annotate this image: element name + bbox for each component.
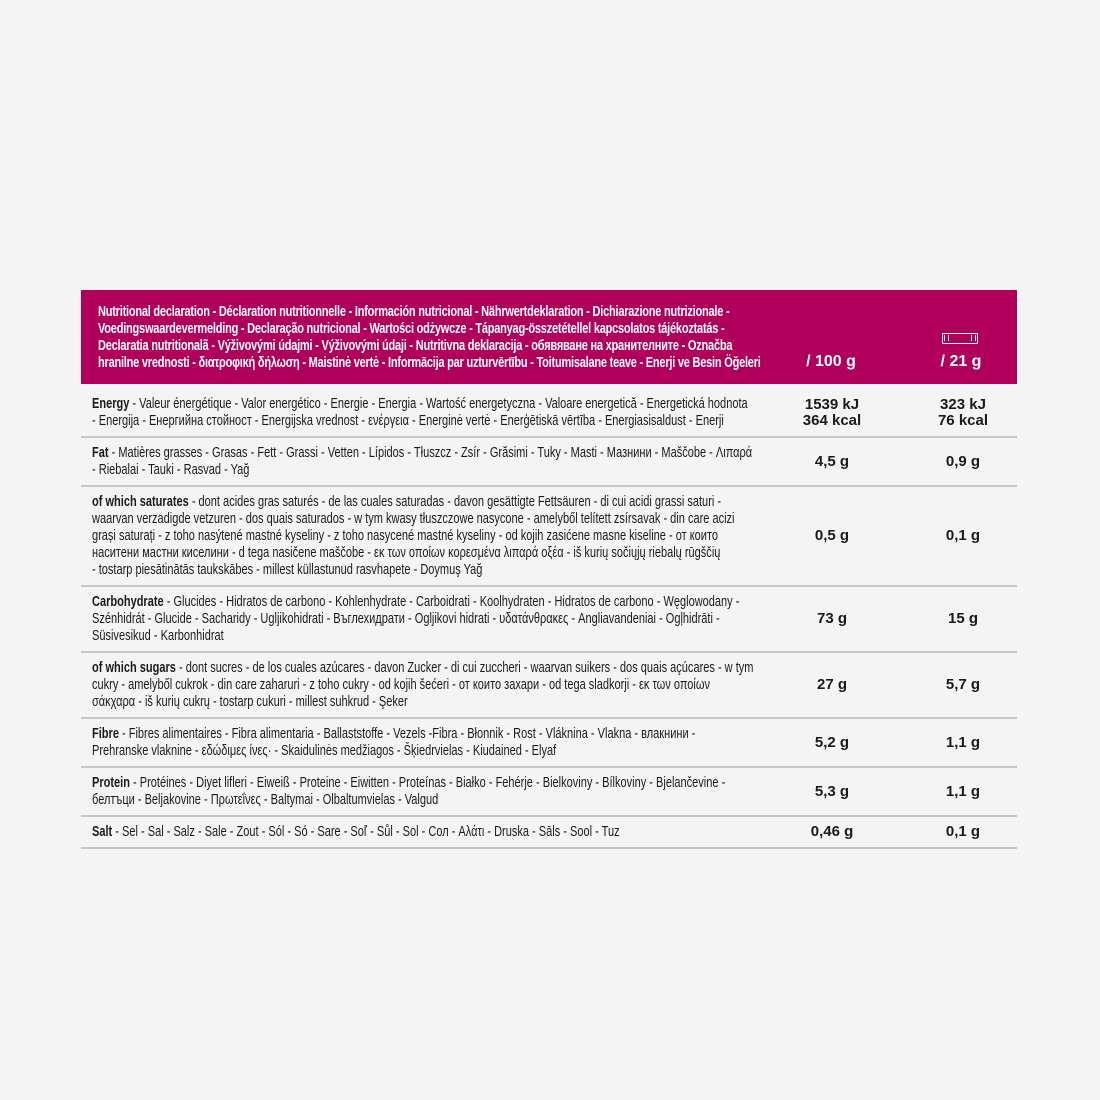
nutrient-translations: - dont sucres - de los cuales azúcares -… — [175, 660, 754, 676]
value-per-serving-line: 76 kcal — [937, 411, 989, 429]
table-row: of which sugars - dont sucres - de los c… — [81, 653, 1017, 719]
value-per-serving-line: 0,1 g — [945, 527, 981, 544]
row-label-line: - Energija - Енергийна стойност - Energi… — [92, 413, 724, 429]
value-per-serving: 0,9 g — [903, 452, 1023, 470]
header-title-line: Voedingswaardevermelding - Declaração nu… — [98, 321, 725, 337]
nutrient-name: Fibre — [92, 726, 119, 742]
nutrient-translations: - Glucides - Hidratos de carbono - Kohle… — [163, 594, 740, 610]
header-title-line: Nutritional declaration - Déclaration nu… — [98, 304, 730, 320]
table-row: Protein - Protéines - Diyet lifleri - Ei… — [81, 768, 1017, 817]
value-per-serving-line: 323 kJ — [940, 395, 986, 413]
value-per-serving-line: 15 g — [947, 610, 978, 627]
nutrient-name: Energy — [92, 396, 130, 412]
row-label-line: Szénhidrát - Glucide - Sacharidy - Uglji… — [92, 611, 720, 627]
value-per-100g-line: 5,3 g — [814, 782, 850, 800]
value-per-100g: 4,5 g — [772, 452, 892, 470]
row-label-line: наситени мастни киселини - d tega nasiče… — [92, 545, 721, 561]
table-row: Fat - Matières grasses - Grasas - Fett -… — [81, 438, 1017, 487]
table-body: Energy - Valeur énergétique - Valor ener… — [81, 389, 1017, 849]
value-per-100g: 5,3 g — [772, 782, 892, 800]
nutrient-name: Salt — [92, 824, 113, 840]
table-row: of which saturates - dont acides gras sa… — [81, 487, 1017, 587]
bar-icon — [942, 333, 978, 344]
nutrient-translations: - Fibres alimentaires - Fibra alimentari… — [118, 726, 696, 742]
row-label-line: Prehranske vlaknine - εδώδιμες ίνες· - S… — [92, 743, 557, 759]
row-label-line: Fibre - Fibres alimentaires - Fibra alim… — [92, 726, 795, 743]
value-per-100g: 73 g — [772, 611, 892, 627]
table-row: Fibre - Fibres alimentaires - Fibra alim… — [81, 719, 1017, 768]
row-label-line: grași saturați - z toho nasýtené mastné … — [92, 528, 719, 544]
header-title-line: Declaratia nutritionalã - Výživovými úda… — [98, 338, 733, 354]
value-per-serving: 1,1 g — [903, 733, 1023, 751]
nutrition-table: Nutritional declaration - Déclaration nu… — [81, 290, 1017, 849]
table-header: Nutritional declaration - Déclaration nu… — [81, 290, 1017, 384]
value-per-100g: 1539 kJ 364 kcal — [772, 395, 892, 429]
nutrient-name: of which saturates — [92, 494, 189, 510]
value-per-100g-line: 73 g — [816, 610, 847, 627]
value-per-100g-line: 1539 kJ — [804, 395, 860, 413]
column-per-serving: / 21 g — [940, 353, 982, 370]
row-label-line: Protein - Protéines - Diyet lifleri - Ei… — [92, 775, 795, 792]
row-label-line: cukry - amelyből cukrok - din care zahar… — [92, 677, 710, 693]
nutrient-name: Carbohydrate — [92, 594, 164, 610]
table-row: Carbohydrate - Glucides - Hidratos de ca… — [81, 587, 1017, 653]
nutrient-name: of which sugars — [92, 660, 176, 676]
value-per-serving-line: 1,1 g — [945, 782, 981, 800]
value-per-serving-line: 5,7 g — [945, 676, 981, 693]
row-label-line: Fat - Matières grasses - Grasas - Fett -… — [92, 445, 795, 462]
nutrient-translations: - Valeur énergétique - Valor energético … — [129, 396, 748, 412]
nutrient-name: Fat — [92, 445, 109, 461]
nutrient-translations: - dont acides gras saturés - de las cual… — [188, 494, 722, 510]
row-label-line: Salt - Sel - Sal - Salz - Sale - Zout - … — [92, 824, 795, 841]
row-label-line: of which saturates - dont acides gras sa… — [92, 494, 795, 511]
value-per-100g: 0,46 g — [772, 824, 892, 840]
value-per-serving-line: 0,1 g — [945, 823, 981, 840]
value-per-100g: 0,5 g — [772, 528, 892, 544]
row-label-line: - Riebalai - Tauki - Rasvad - Yağ — [92, 462, 250, 478]
value-per-100g-line: 5,2 g — [814, 733, 850, 751]
row-label-line: σάκχαρα - iš kurių cukrų - tostarp cukur… — [92, 694, 408, 710]
value-per-serving: 15 g — [903, 611, 1023, 627]
value-per-100g: 27 g — [772, 677, 892, 693]
row-label-line: - tostarp piesātinātās taukskābes - mill… — [92, 562, 483, 578]
value-per-100g-line: 0,5 g — [814, 527, 850, 544]
nutrient-name: Protein — [92, 775, 130, 791]
row-label-line: waarvan verzadigde vetzuren - dos quais … — [92, 511, 735, 527]
row-label-line: Energy - Valeur énergétique - Valor ener… — [92, 396, 795, 413]
row-label-line: of which sugars - dont sucres - de los c… — [92, 660, 795, 677]
value-per-100g-line: 0,46 g — [810, 823, 854, 840]
value-per-100g-line: 27 g — [816, 676, 847, 693]
value-per-100g-line: 4,5 g — [814, 452, 850, 470]
row-label-line: белтъци - Beljakovine - Πρωτεΐνες - Balt… — [92, 792, 439, 808]
value-per-serving-line: 1,1 g — [945, 733, 981, 751]
nutrient-translations: - Matières grasses - Grasas - Fett - Gra… — [108, 445, 753, 461]
value-per-serving: 1,1 g — [903, 782, 1023, 800]
nutrient-translations: - Sel - Sal - Salz - Sale - Zout - Sól -… — [112, 824, 620, 840]
row-label-line: Carbohydrate - Glucides - Hidratos de ca… — [92, 594, 795, 611]
value-per-serving: 323 kJ 76 kcal — [903, 395, 1023, 429]
header-title: Nutritional declaration - Déclaration nu… — [98, 304, 970, 372]
value-per-100g: 5,2 g — [772, 733, 892, 751]
value-per-serving: 0,1 g — [903, 824, 1023, 840]
value-per-serving: 5,7 g — [903, 677, 1023, 693]
header-title-line: hranilne vrednosti - διατροφική δήλωση -… — [98, 355, 761, 371]
value-per-serving-line: 0,9 g — [945, 452, 981, 470]
value-per-100g-line: 364 kcal — [802, 411, 862, 429]
value-per-serving: 0,1 g — [903, 528, 1023, 544]
nutrient-translations: - Protéines - Diyet lifleri - Eiweiß - P… — [129, 775, 726, 791]
column-per-100g: / 100 g — [806, 353, 856, 370]
row-label-line: Süsivesikud - Karbonhidrat — [92, 628, 224, 644]
table-row: Salt - Sel - Sal - Salz - Sale - Zout - … — [81, 817, 1017, 849]
table-row: Energy - Valeur énergétique - Valor ener… — [81, 389, 1017, 438]
